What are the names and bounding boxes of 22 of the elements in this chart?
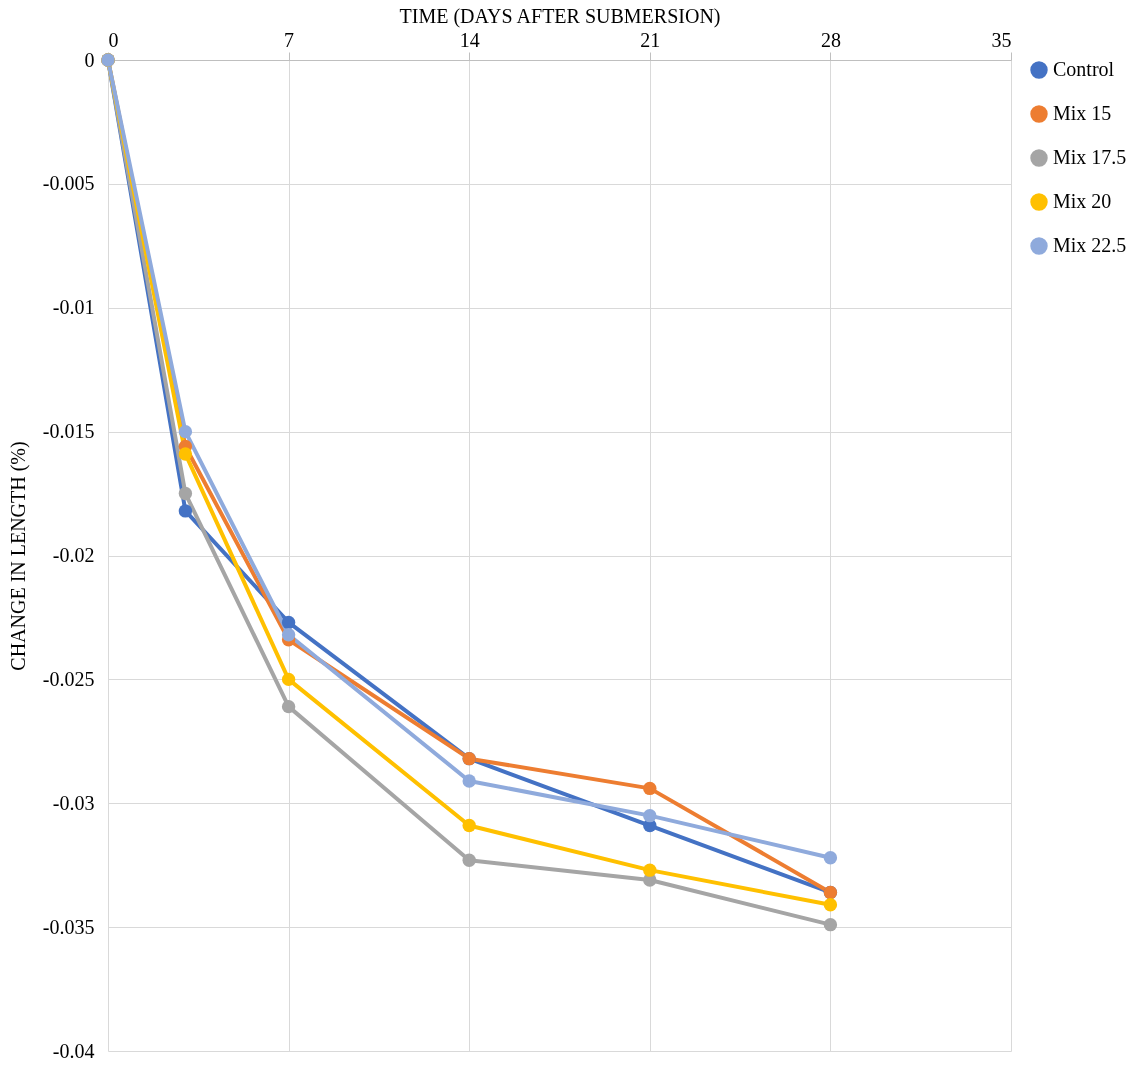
y-tick-label: -0.02 (52, 544, 95, 566)
x-tick-label: 14 (459, 28, 480, 51)
x-axis-title: TIME (DAYS AFTER SUBMERSION) (399, 4, 721, 28)
y-tick-label: -0.015 (42, 420, 95, 443)
x-tick-label: 21 (640, 28, 661, 51)
x-tick-label: 7 (284, 28, 295, 51)
y-axis-title: CHANGE IN LENGTH (%) (6, 441, 30, 671)
y-tick-label: -0.01 (52, 296, 95, 319)
legend-label: Mix 20 (1053, 190, 1112, 212)
legend-label: Mix 15 (1053, 102, 1112, 124)
x-tick-label: 28 (820, 28, 841, 51)
y-tick-label: 0 (84, 48, 95, 71)
legend-label: Mix 22.5 (1053, 234, 1127, 256)
y-tick-label: -0.025 (42, 667, 95, 690)
y-tick-label: -0.005 (42, 172, 95, 195)
y-tick-label: -0.04 (52, 1039, 95, 1062)
y-tick-label: -0.035 (42, 915, 95, 938)
x-tick-label: 35 (991, 28, 1012, 51)
x-tick-label: 0 (108, 28, 119, 51)
legend-label: Control (1053, 58, 1115, 80)
y-tick-label: -0.03 (52, 791, 95, 814)
legend-label: Mix 17.5 (1053, 146, 1127, 168)
